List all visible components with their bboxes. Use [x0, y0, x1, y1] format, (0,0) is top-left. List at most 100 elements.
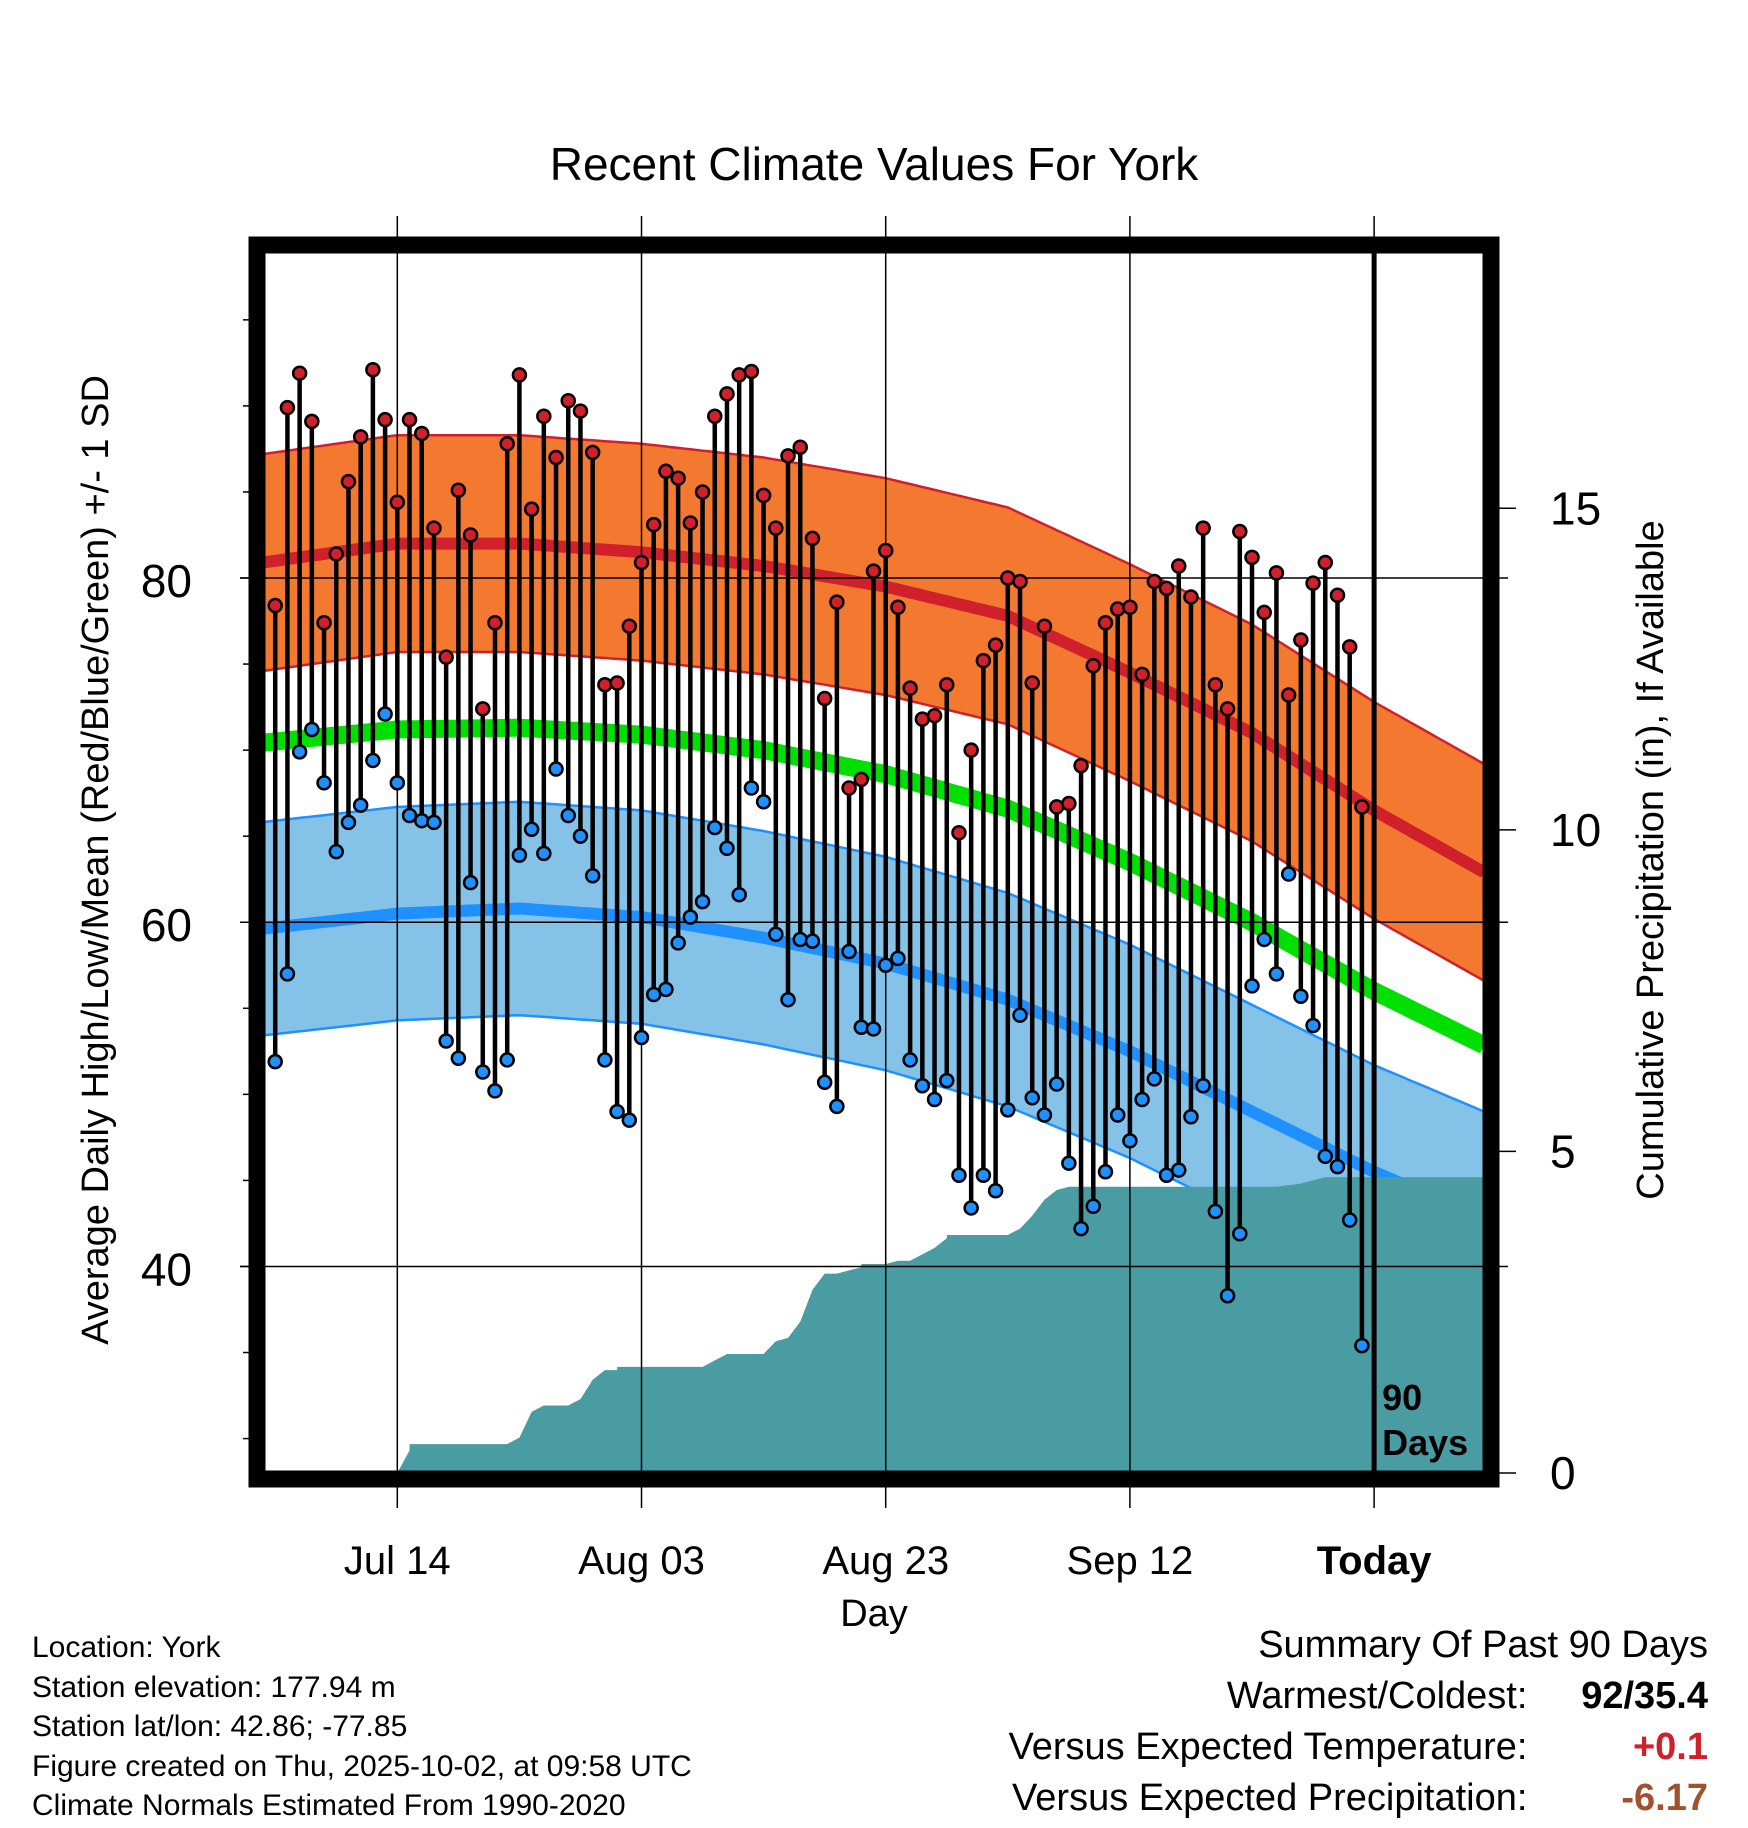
daily-low-point — [1354, 1337, 1370, 1354]
daily-low-point — [1097, 1164, 1114, 1180]
daily-low-point — [621, 1112, 638, 1128]
daily-high-point — [279, 399, 296, 416]
daily-high-point — [890, 599, 906, 616]
y-tick-label: 40 — [141, 1243, 192, 1295]
daily-high-point — [621, 618, 638, 634]
y2-axis-label: Cumulative Precipitation (in), If Availa… — [1630, 520, 1672, 1199]
daily-low-point — [1244, 978, 1260, 994]
x-tick-label: Aug 03 — [578, 1539, 705, 1583]
daily-low-point — [352, 797, 369, 813]
daily-high-point — [316, 615, 332, 631]
daily-low-point — [1317, 1148, 1334, 1165]
daily-high-point — [816, 690, 833, 707]
daily-low-point — [731, 886, 747, 903]
daily-high-point — [1146, 573, 1163, 590]
daily-low-point — [279, 966, 296, 982]
y2-tick-label: 10 — [1550, 804, 1601, 856]
daily-low-point — [1305, 1017, 1321, 1034]
daily-low-point — [951, 1167, 967, 1183]
daily-high-point — [365, 362, 381, 378]
daily-low-point — [1293, 988, 1309, 1004]
daily-low-point — [291, 744, 308, 760]
daily-low-point — [707, 819, 723, 836]
precip-area — [263, 1177, 1484, 1473]
daily-low-point — [792, 931, 808, 948]
daily-low-point — [597, 1052, 613, 1068]
daily-low-point — [1122, 1133, 1138, 1149]
daily-low-point — [389, 775, 406, 791]
daily-low-point — [755, 794, 772, 810]
daily-high-point — [499, 436, 515, 452]
daily-low-point — [267, 1053, 283, 1070]
daily-high-point — [1244, 549, 1260, 566]
daily-high-point — [511, 367, 528, 383]
x-tick-label: Sep 12 — [1067, 1539, 1194, 1583]
daily-low-point — [426, 814, 442, 831]
daily-high-point — [1024, 675, 1040, 691]
daily-high-point — [328, 546, 345, 562]
daily-low-point — [1256, 931, 1272, 948]
daily-low-point — [1195, 1077, 1211, 1094]
plot-frame — [248, 236, 1500, 1488]
daily-low-point — [670, 935, 686, 951]
daily-low-point — [316, 775, 332, 791]
daily-high-point — [682, 515, 699, 531]
daily-low-point — [1012, 1007, 1028, 1023]
daily-high-point — [694, 484, 711, 500]
daily-high-point — [1097, 615, 1114, 631]
daily-high-point — [1354, 799, 1370, 815]
today-label-line2: Days — [1382, 1422, 1468, 1463]
daily-low-point — [365, 752, 381, 769]
daily-high-point — [670, 470, 686, 486]
daily-high-point — [597, 676, 613, 693]
daily-low-point — [939, 1072, 955, 1089]
daily-low-point — [841, 943, 857, 960]
daily-high-point — [1219, 701, 1236, 717]
daily-high-point — [1256, 604, 1272, 621]
daily-high-point — [1061, 795, 1077, 812]
daily-low-point — [572, 828, 589, 844]
daily-high-point — [462, 527, 479, 543]
daily-low-point — [1280, 866, 1297, 882]
daily-low-point — [865, 1021, 882, 1037]
daily-high-point — [829, 594, 845, 610]
daily-high-point — [1036, 618, 1053, 634]
daily-high-point — [1207, 676, 1224, 693]
y2-tick-label: 5 — [1550, 1125, 1576, 1177]
daily-high-point — [584, 444, 601, 461]
plot-frame-rect — [248, 236, 1500, 1488]
warmest-coldest-value: 92/35.4 — [1581, 1675, 1708, 1717]
daily-low-point — [1146, 1071, 1163, 1087]
daily-high-point — [1280, 687, 1297, 703]
chart-title: Recent Climate Values For York — [550, 138, 1200, 190]
x-tick-label: Today — [1317, 1539, 1433, 1583]
cumulative-precip-area — [263, 1177, 1484, 1473]
daily-high-point — [487, 615, 503, 631]
daily-high-point — [645, 516, 662, 533]
daily-high-point — [413, 425, 430, 442]
daily-low-point — [438, 1033, 454, 1049]
daily-high-point — [536, 408, 552, 424]
y2-tick-label: 15 — [1550, 482, 1601, 534]
daily-high-point — [987, 637, 1004, 653]
daily-high-point — [707, 408, 723, 424]
daily-low-point — [902, 1052, 918, 1068]
daily-high-point — [1317, 554, 1334, 571]
daily-low-point — [1109, 1107, 1126, 1123]
daily-low-point — [609, 1103, 625, 1120]
daily-high-point — [719, 386, 735, 402]
daily-high-point — [389, 494, 406, 511]
daily-low-point — [1329, 1158, 1346, 1175]
daily-low-point — [1134, 1091, 1150, 1108]
daily-low-point — [780, 991, 796, 1008]
daily-high-point — [401, 411, 418, 428]
daily-low-point — [890, 950, 906, 967]
elevation-text: Station elevation: 177.94 m — [32, 1670, 396, 1704]
daily-low-point — [829, 1098, 845, 1115]
daily-high-point — [1232, 523, 1248, 540]
daily-high-point — [658, 463, 674, 480]
daily-high-point — [792, 439, 808, 455]
daily-low-point — [548, 761, 564, 777]
daily-low-point — [975, 1167, 992, 1183]
